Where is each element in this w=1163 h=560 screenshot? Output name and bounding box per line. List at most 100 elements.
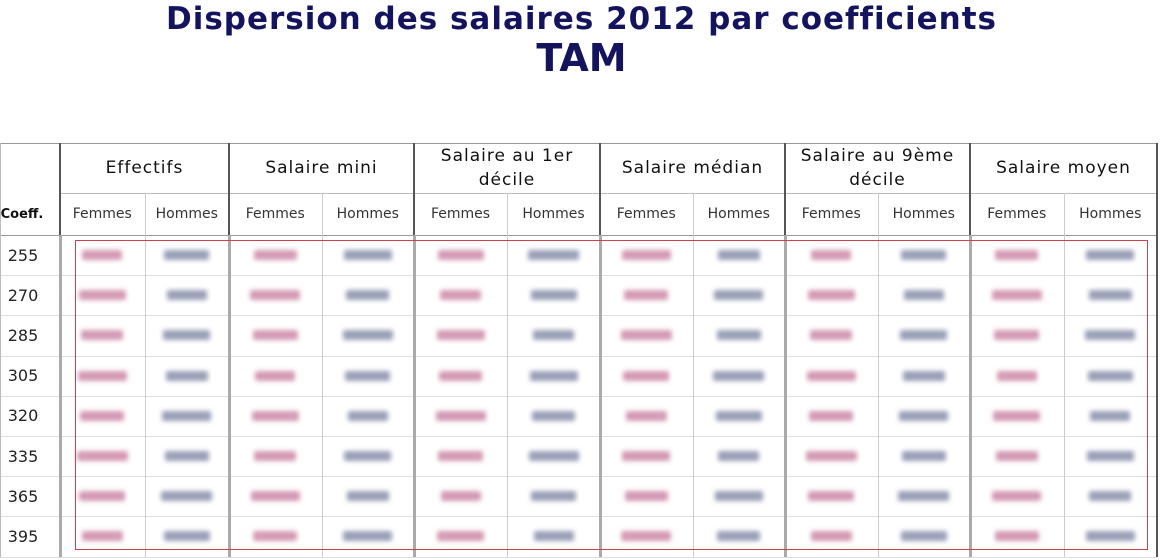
- blurred-value: [81, 531, 123, 542]
- row-label: 270: [7, 285, 39, 305]
- rule: [0, 143, 1, 557]
- blurred-value: [806, 370, 856, 381]
- blurred-value: [440, 491, 481, 502]
- blurred-value: [805, 451, 857, 461]
- subcolumn-header: Femmes: [987, 206, 1047, 222]
- subcolumn-header: Femmes: [801, 206, 861, 222]
- blurred-value: [437, 250, 484, 260]
- blurred-value: [996, 370, 1037, 381]
- blurred-value: [994, 330, 1040, 341]
- blurred-value: [810, 330, 853, 341]
- blurred-value: [718, 451, 760, 461]
- subcolumn-header: Hommes: [336, 206, 399, 222]
- selection-box: [75, 240, 1148, 550]
- rule: [599, 143, 601, 235]
- blurred-value: [717, 250, 760, 260]
- rule: [784, 143, 786, 235]
- blurred-value: [622, 451, 671, 461]
- group-header: Effectifs: [105, 158, 184, 178]
- group-header: Salaire au 9ème décile: [800, 146, 955, 190]
- rule: [0, 235, 1157, 236]
- title: Dispersion des salaires 2012 par coeffic…: [165, 1, 998, 37]
- blurred-value: [344, 451, 392, 461]
- blurred-value: [1088, 290, 1132, 301]
- rule: [413, 235, 416, 557]
- rule: [877, 193, 879, 557]
- blurred-value: [82, 250, 123, 260]
- subcolumn-header: Femmes: [430, 206, 491, 222]
- blurred-value: [714, 491, 763, 502]
- subcolumn-header: Hommes: [522, 206, 585, 222]
- blurred-value: [533, 330, 574, 341]
- blurred-value: [621, 531, 672, 542]
- blurred-value: [624, 491, 668, 502]
- rule: [59, 235, 62, 557]
- blurred-value: [345, 370, 391, 381]
- subcolumn-header: Hommes: [707, 206, 770, 222]
- blurred-value: [1086, 451, 1134, 461]
- rule: [228, 235, 231, 557]
- group-header: Salaire médian: [621, 158, 764, 178]
- rule: [144, 193, 146, 557]
- blurred-value: [1085, 531, 1135, 542]
- blurred-value: [347, 410, 388, 421]
- rule: [413, 143, 415, 235]
- rule: [0, 516, 1157, 518]
- blurred-value: [166, 290, 207, 301]
- blurred-value: [250, 491, 300, 502]
- blurred-value: [811, 250, 852, 260]
- rule: [599, 235, 602, 557]
- rule: [969, 235, 972, 557]
- blurred-value: [994, 531, 1039, 542]
- blurred-value: [437, 531, 484, 542]
- row-label: 365: [7, 486, 39, 506]
- rule: [1156, 143, 1158, 557]
- rule: [507, 193, 508, 557]
- blurred-value: [532, 410, 575, 421]
- rule: [0, 315, 1157, 317]
- rule: [0, 275, 1157, 277]
- rule: [784, 235, 787, 557]
- blurred-value: [713, 370, 765, 381]
- blurred-value: [435, 410, 486, 421]
- blurred-value: [255, 370, 296, 381]
- subcolumn-header: Femmes: [616, 206, 676, 222]
- blurred-value: [714, 290, 764, 301]
- blurred-value: [1086, 250, 1135, 260]
- blurred-value: [81, 330, 124, 341]
- rule: [692, 193, 694, 557]
- blurred-value: [993, 410, 1041, 421]
- blurred-value: [161, 491, 213, 502]
- blurred-value: [528, 250, 579, 260]
- row-header: Coeff.: [0, 206, 44, 222]
- blurred-value: [438, 451, 483, 461]
- blurred-value: [342, 330, 393, 341]
- subcolumn-header: Hommes: [892, 206, 955, 222]
- subcolumn-header: Hommes: [155, 206, 218, 222]
- blurred-value: [621, 250, 671, 260]
- subtitle: TAM: [536, 36, 627, 80]
- blurred-value: [163, 531, 210, 542]
- blurred-value: [528, 451, 579, 461]
- blurred-value: [77, 370, 127, 381]
- rule: [321, 193, 323, 557]
- blurred-value: [807, 290, 855, 301]
- blurred-value: [809, 410, 854, 421]
- blurred-value: [531, 491, 576, 502]
- blurred-value: [343, 531, 393, 542]
- rule: [0, 436, 1157, 437]
- blurred-value: [1085, 330, 1136, 341]
- rule: [0, 143, 1157, 144]
- row-label: 305: [7, 366, 39, 386]
- row-label: 285: [7, 325, 39, 345]
- blurred-value: [346, 290, 390, 301]
- row-label: 255: [7, 245, 39, 265]
- blurred-value: [902, 370, 945, 381]
- blurred-value: [164, 451, 209, 461]
- row-label: 320: [7, 406, 39, 426]
- subcolumn-header: Femmes: [72, 206, 132, 222]
- blurred-value: [995, 250, 1039, 260]
- row-label: 395: [7, 526, 39, 546]
- blurred-value: [250, 290, 301, 301]
- rule: [60, 193, 1157, 194]
